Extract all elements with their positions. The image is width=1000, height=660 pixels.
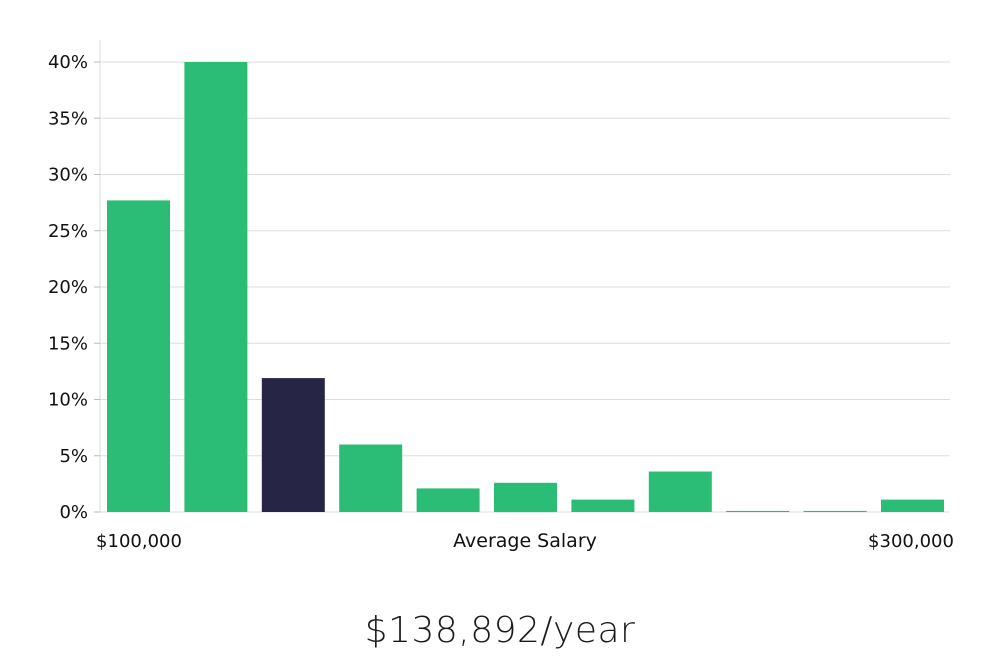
salary-histogram: 0% 5% 10% 15% 20% 25% 30% 35% 40% $100,000 Avera… bbox=[48, 40, 954, 552]
bar bbox=[416, 488, 480, 512]
y-tick-label: 30% bbox=[48, 165, 88, 186]
y-tick-label: 15% bbox=[48, 333, 88, 354]
y-tick-label: 10% bbox=[48, 390, 88, 411]
x-start-label: $100,000 bbox=[96, 531, 182, 552]
bar bbox=[726, 510, 790, 512]
bar bbox=[494, 482, 557, 513]
bar bbox=[339, 444, 403, 512]
y-tick-label: 25% bbox=[48, 221, 88, 242]
x-end-label: $300,000 bbox=[868, 531, 954, 552]
y-tick-label: 20% bbox=[48, 277, 88, 298]
y-tick-label: 35% bbox=[48, 108, 88, 129]
bar bbox=[107, 200, 170, 512]
y-tick-label: 0% bbox=[59, 502, 88, 523]
bar-highlighted bbox=[261, 378, 325, 512]
bar bbox=[803, 510, 867, 512]
bar bbox=[881, 499, 944, 512]
average-salary-value: $138,892/year bbox=[364, 610, 636, 651]
bars bbox=[107, 62, 944, 513]
bar bbox=[571, 499, 635, 512]
y-axis-ticks: 0% 5% 10% 15% 20% 25% 30% 35% 40% bbox=[48, 52, 100, 523]
bar bbox=[184, 62, 248, 512]
y-tick-label: 40% bbox=[48, 52, 88, 73]
x-axis-label: Average Salary bbox=[453, 530, 597, 552]
bar bbox=[648, 471, 712, 512]
y-tick-label: 5% bbox=[59, 446, 88, 467]
